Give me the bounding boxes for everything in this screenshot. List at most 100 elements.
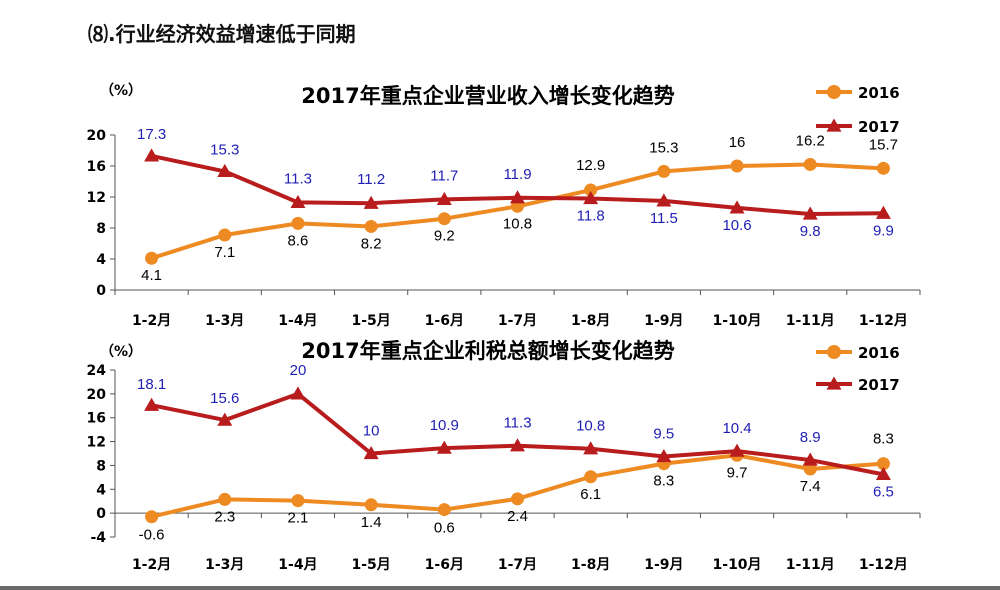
x-category-label: 1-7月 [498,557,537,573]
data-label-2016: 6.1 [580,486,601,503]
data-label-2017: 18.1 [137,376,166,393]
data-point-2017 [217,163,233,178]
x-category-label: 1-12月 [859,557,908,573]
y-tick-label: 12 [87,190,106,206]
data-point-2017 [875,205,891,219]
data-label-2017: 20 [290,362,307,379]
y-tick-label: 8 [96,458,106,474]
data-label-2017: 9.5 [653,425,674,442]
data-point-2017 [802,452,818,466]
data-label-2017: 11.5 [650,210,678,227]
data-point-2017 [729,200,745,214]
x-category-label: 1-10月 [713,557,762,573]
data-label-2016: 8.3 [873,431,894,448]
legend-label-2016: 2016 [858,344,900,362]
data-label-2016: 2.4 [507,508,528,525]
data-label-2016: 2.1 [288,510,309,527]
x-category-label: 1-11月 [786,313,835,329]
data-label-2016: 15.3 [649,139,678,156]
x-category-label: 1-4月 [278,313,317,329]
y-unit-label: （%） [100,83,142,99]
legend-marker-2016 [827,345,841,359]
data-label-2016: 16.2 [796,132,825,149]
chart-title: 2017年重点企业利税总额增长变化趋势 [301,339,674,363]
chart-title: 2017年重点企业营业收入增长变化趋势 [301,84,674,108]
data-label-2017: 10.9 [430,417,459,434]
data-label-2017: 15.6 [210,390,239,407]
y-tick-label: 16 [87,159,106,175]
data-label-2016: 9.7 [727,464,748,481]
data-point-2016 [876,161,890,175]
y-tick-label: 4 [96,482,106,498]
x-category-label: 1-8月 [571,313,610,329]
data-point-2017 [583,441,599,455]
data-label-2017: 10.4 [722,420,751,437]
data-label-2017: 10.8 [576,418,605,435]
data-point-2016 [291,494,305,508]
data-point-2016 [218,228,232,242]
data-label-2017: 11.9 [503,166,531,183]
data-label-2016: 16 [729,134,746,151]
data-point-2017 [583,191,599,205]
x-category-label: 1-9月 [644,557,683,573]
x-category-label: 1-5月 [351,557,390,573]
legend-label-2016: 2016 [858,84,900,102]
data-point-2016 [364,219,378,233]
data-point-2017 [290,194,306,209]
legend-label-2017: 2017 [858,376,900,394]
x-category-label: 1-3月 [205,557,244,573]
data-point-2017 [436,440,452,454]
data-point-2016 [730,159,744,173]
data-label-2016: 1.4 [361,514,382,531]
data-label-2016: 0.6 [434,520,455,537]
data-point-2016 [803,157,817,171]
y-unit-label: （%） [100,344,142,360]
page-title: ⑻.行业经济效益增速低于同期 [88,22,356,46]
data-point-2016 [145,510,159,524]
data-label-2016: 9.2 [434,228,455,245]
data-label-2017: 17.3 [137,126,166,143]
x-category-label: 1-2月 [132,557,171,573]
x-category-label: 1-6月 [425,313,464,329]
x-category-label: 1-12月 [859,313,908,329]
data-point-2016 [584,183,598,197]
data-point-2017 [363,446,379,460]
y-tick-label: 0 [96,283,106,299]
legend-marker-2017 [826,376,842,390]
data-label-2017: 11.3 [503,415,531,432]
data-label-2017: 8.9 [800,429,821,446]
y-tick-label: 0 [96,506,106,522]
legend-marker-2017 [826,118,842,132]
data-point-2016 [437,503,451,517]
data-point-2017 [144,148,160,162]
data-point-2017 [510,438,525,452]
data-label-2017: 11.8 [577,208,605,225]
legend-marker-2016 [827,85,841,99]
data-point-2016 [511,492,524,506]
data-label-2017: 10.6 [722,217,751,234]
data-point-2017 [436,191,452,205]
data-label-2017: 11.7 [430,167,458,184]
data-point-2016 [291,216,305,230]
data-point-2017 [290,386,306,400]
data-point-2017 [729,443,745,457]
data-point-2017 [656,448,672,463]
y-tick-label: 20 [87,128,107,144]
x-category-label: 1-4月 [278,557,317,573]
y-tick-label: -4 [90,530,106,546]
x-category-label: 1-2月 [132,313,171,329]
data-label-2017: 11.3 [284,170,312,187]
x-category-label: 1-10月 [713,313,762,329]
y-tick-label: 8 [96,221,106,237]
data-point-2016 [876,457,890,471]
data-point-2017 [875,466,891,480]
data-label-2017: 6.5 [873,483,894,500]
y-tick-label: 4 [96,252,106,268]
data-label-2017: 15.3 [210,141,239,158]
data-point-2017 [656,193,672,207]
x-category-label: 1-6月 [425,557,464,573]
data-label-2016: 8.2 [361,235,382,252]
data-point-2016 [218,492,232,506]
data-point-2016 [803,462,817,476]
data-label-2016: 10.8 [503,215,532,232]
